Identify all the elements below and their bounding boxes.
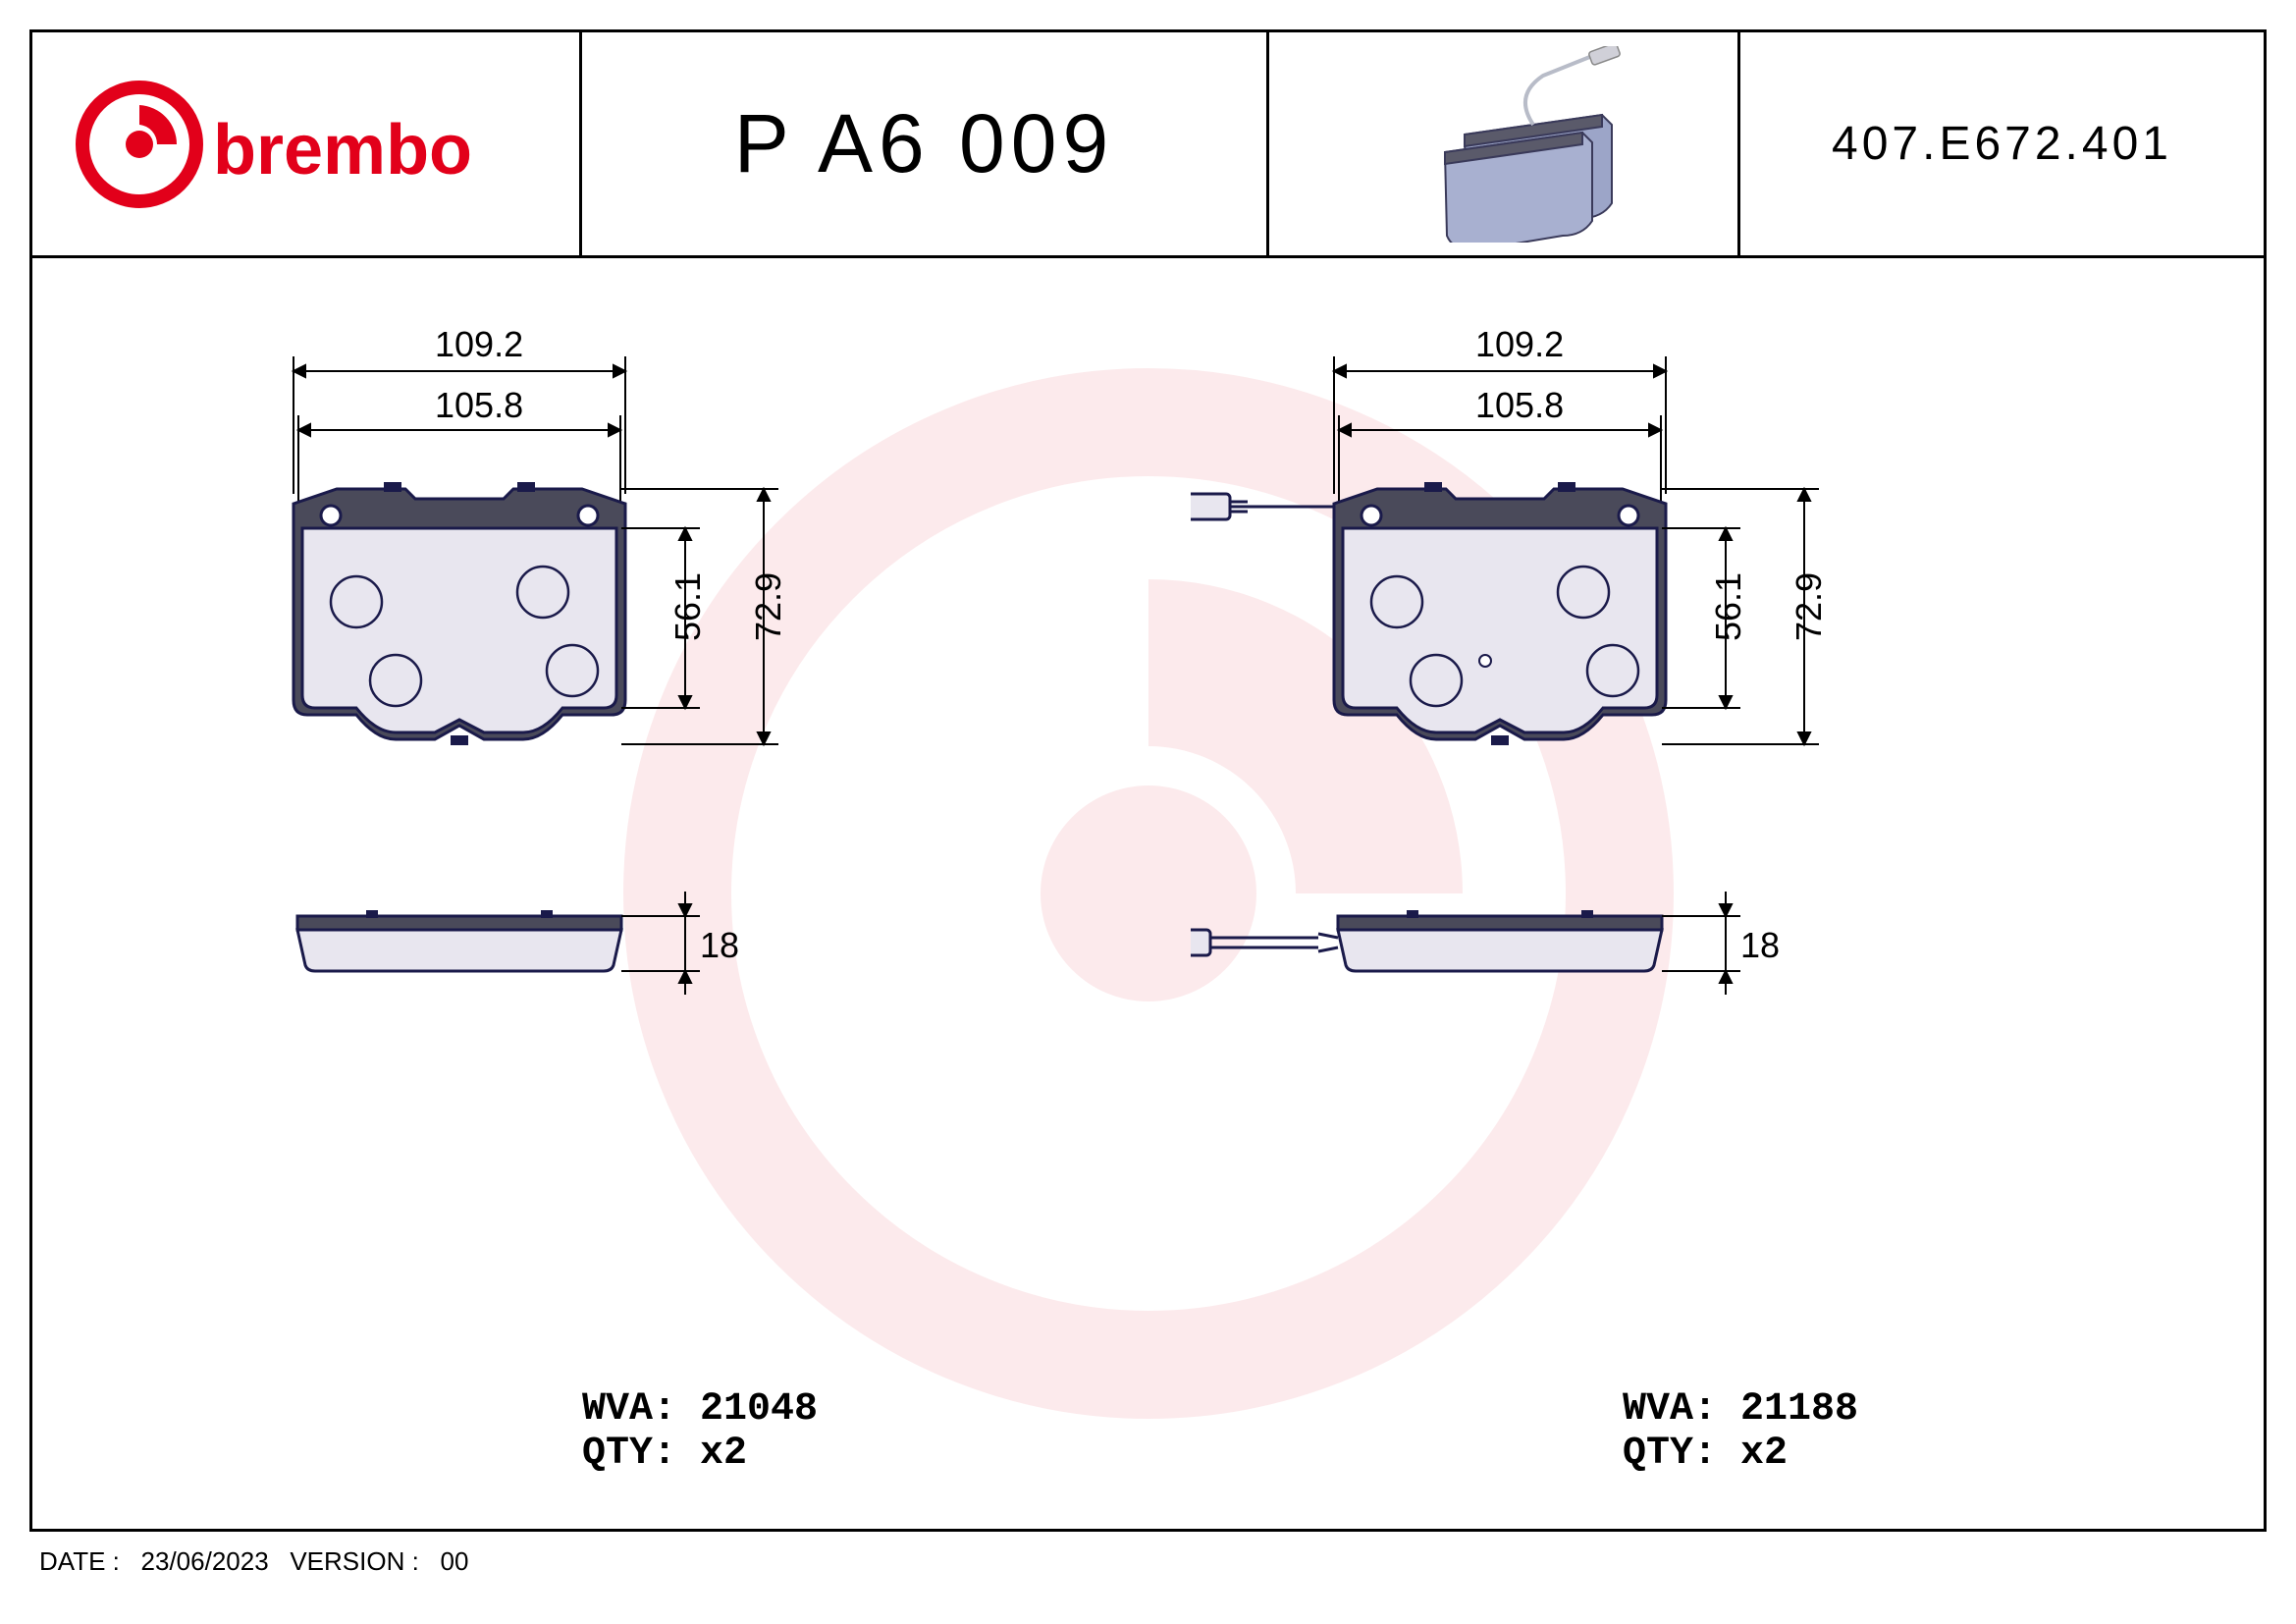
drawing-code: 407.E672.401	[1832, 117, 2172, 171]
dim-height-inner-right: 56.1	[1708, 572, 1748, 641]
pad-face-left	[294, 482, 625, 745]
wva-label-right: WVA:	[1623, 1387, 1717, 1432]
footer-date-value: 23/06/2023	[141, 1546, 269, 1576]
right-pad-drawing: 109.2 105.8	[1191, 298, 1996, 1181]
product-render	[1327, 46, 1681, 243]
footer-version-label: VERSION :	[290, 1546, 418, 1576]
dim-width-inner-right: 105.8	[1475, 385, 1564, 425]
dim-width-inner-left: 105.8	[435, 385, 523, 425]
logo-cell: brembo	[32, 32, 582, 255]
page-root: brembo P A6 009	[0, 0, 2296, 1624]
info-block-right: WVA: 21188 QTY: x2	[1623, 1387, 1858, 1476]
dim-thickness-left: 18	[700, 925, 739, 965]
brembo-logo: brembo	[71, 71, 542, 218]
dim-height-outer-left: 72.9	[748, 572, 788, 641]
qty-label-left: QTY:	[582, 1432, 676, 1476]
pad-side-right: 18	[1191, 892, 1780, 995]
qty-value-right: x2	[1740, 1432, 1788, 1476]
left-pad-drawing: 109.2 105.8	[150, 298, 896, 1181]
drawing-code-cell: 407.E672.401	[1740, 32, 2264, 255]
dim-height-outer-right: 72.9	[1789, 572, 1829, 641]
dim-thickness-right: 18	[1740, 925, 1780, 965]
footer-version-value: 00	[441, 1546, 469, 1576]
drawing-frame: brembo P A6 009	[29, 29, 2267, 1532]
brand-text: brembo	[213, 111, 472, 189]
dim-width-outer-left: 109.2	[435, 324, 523, 364]
wva-label-left: WVA:	[582, 1387, 676, 1432]
dim-width-outer-right: 109.2	[1475, 324, 1564, 364]
drawing-body: 109.2 105.8	[32, 258, 2264, 1529]
header-row: brembo P A6 009	[32, 32, 2264, 258]
footer: DATE : 23/06/2023 VERSION : 00	[39, 1546, 468, 1577]
qty-label-right: QTY:	[1623, 1432, 1717, 1476]
render-cell	[1269, 32, 1740, 255]
footer-date-label: DATE :	[39, 1546, 120, 1576]
part-number-cell: P A6 009	[582, 32, 1269, 255]
pad-side-left: 18	[297, 892, 739, 995]
pad-face-right	[1334, 482, 1666, 745]
part-number: P A6 009	[734, 96, 1114, 191]
info-block-left: WVA: 21048 QTY: x2	[582, 1387, 818, 1476]
wva-value-left: 21048	[700, 1387, 818, 1432]
qty-value-left: x2	[700, 1432, 747, 1476]
dim-height-inner-left: 56.1	[667, 572, 708, 641]
wva-value-right: 21188	[1740, 1387, 1858, 1432]
